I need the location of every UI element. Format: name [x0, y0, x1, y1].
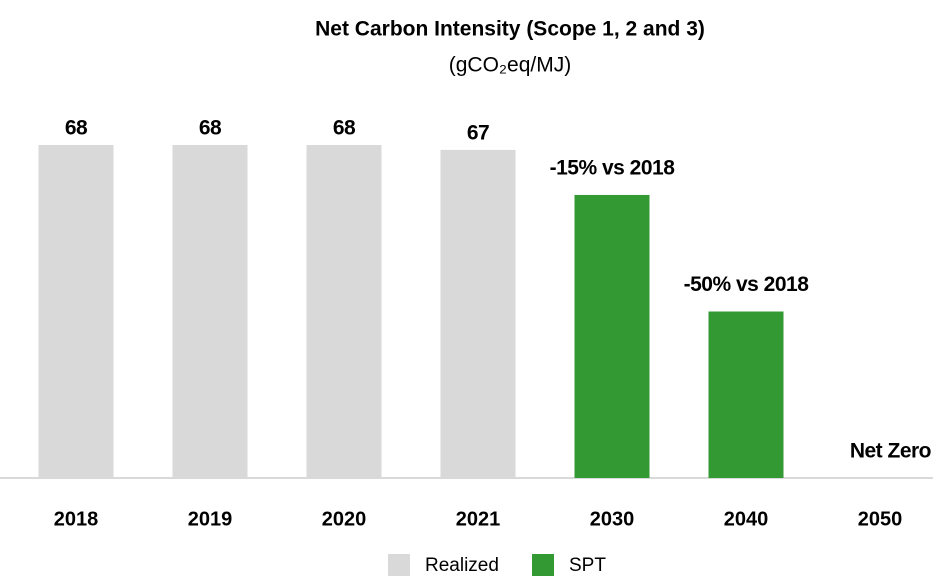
bar: [38, 145, 114, 478]
legend-swatch: [388, 554, 410, 576]
chart-title: Net Carbon Intensity (Scope 1, 2 and 3): [315, 18, 705, 41]
x-tick-label: 2050: [858, 508, 903, 530]
legend-label: SPT: [569, 555, 606, 576]
data-label: 68: [333, 117, 356, 140]
legend-label: Realized: [425, 555, 499, 576]
data-label: Net Zero: [850, 440, 931, 463]
x-tick-label: 2019: [188, 508, 233, 530]
bar: [574, 194, 650, 478]
bar: [440, 149, 516, 478]
data-label: -50% vs 2018: [684, 273, 810, 296]
legend-swatch: [532, 554, 554, 576]
data-label: -15% vs 2018: [550, 156, 676, 179]
x-tick-label: 2021: [456, 508, 501, 530]
bar: [306, 145, 382, 478]
x-tick-label: 2018: [54, 508, 99, 530]
bar: [708, 311, 784, 478]
chart-subtitle: (gCO₂eq/MJ): [449, 54, 572, 77]
data-label: 67: [467, 121, 489, 144]
data-label: 68: [65, 117, 88, 140]
x-tick-label: 2030: [590, 508, 635, 530]
data-label: 68: [199, 117, 222, 140]
x-tick-label: 2040: [724, 508, 769, 530]
x-tick-label: 2020: [322, 508, 367, 530]
bar: [172, 145, 248, 478]
